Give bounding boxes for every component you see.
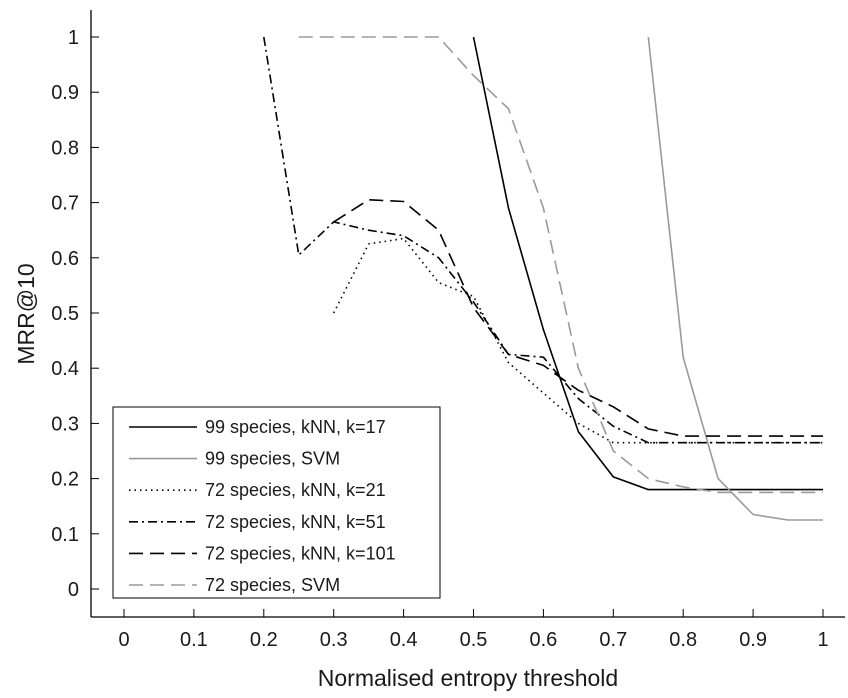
x-tick-label: 0.3 bbox=[320, 629, 348, 651]
y-tick-label: 0.9 bbox=[51, 82, 79, 104]
legend-label: 72 species, kNN, k=21 bbox=[205, 480, 386, 500]
y-tick-label: 0 bbox=[68, 579, 79, 601]
legend: 99 species, kNN, k=17 99 species, SVM 72 s… bbox=[112, 406, 441, 599]
x-tick-label: 0.6 bbox=[529, 629, 557, 651]
x-tick-label: 0.1 bbox=[180, 629, 208, 651]
series-line-2 bbox=[647, 36, 823, 521]
x-tick-label: 0.8 bbox=[669, 629, 697, 651]
series-line-6 bbox=[298, 36, 823, 494]
x-tick-label: 0 bbox=[118, 629, 129, 651]
legend-label: 72 species, SVM bbox=[205, 575, 340, 595]
axis-ticks: 0 0.1 0.2 0.3 0.4 0.5 0.6 0.7 0.8 0.9 1 0 0.1 0.2 0.3 0… bbox=[51, 27, 828, 651]
legend-label: 99 species, SVM bbox=[205, 449, 340, 469]
legend-label: 99 species, kNN, k=17 bbox=[205, 417, 386, 437]
y-tick-label: 1 bbox=[68, 27, 79, 49]
y-tick-label: 0.1 bbox=[51, 524, 79, 546]
y-tick-label: 0.4 bbox=[51, 358, 79, 380]
y-tick-label: 0.6 bbox=[51, 248, 79, 270]
y-tick-label: 0.8 bbox=[51, 137, 79, 159]
y-axis-title: MRR@10 bbox=[13, 263, 39, 364]
series-line-3 bbox=[332, 237, 823, 444]
x-axis-title: Normalised entropy threshold bbox=[318, 665, 618, 691]
y-tick-label: 0.2 bbox=[51, 469, 79, 491]
series-line-5 bbox=[333, 199, 823, 437]
plot-area bbox=[263, 36, 823, 521]
series-line-4 bbox=[263, 36, 823, 444]
y-tick-label: 0.3 bbox=[51, 413, 79, 435]
x-tick-label: 1 bbox=[817, 629, 828, 651]
x-tick-label: 0.5 bbox=[460, 629, 488, 651]
x-tick-label: 0.7 bbox=[599, 629, 627, 651]
x-tick-label: 0.4 bbox=[390, 629, 418, 651]
legend-label: 72 species, kNN, k=101 bbox=[205, 543, 396, 563]
x-tick-label: 0.9 bbox=[739, 629, 767, 651]
y-tick-label: 0.5 bbox=[51, 303, 79, 325]
legend-box bbox=[112, 406, 441, 599]
x-tick-label: 0.2 bbox=[250, 629, 278, 651]
series-line-1 bbox=[472, 36, 823, 491]
y-tick-label: 0.7 bbox=[51, 193, 79, 215]
legend-label: 72 species, kNN, k=51 bbox=[205, 512, 386, 532]
